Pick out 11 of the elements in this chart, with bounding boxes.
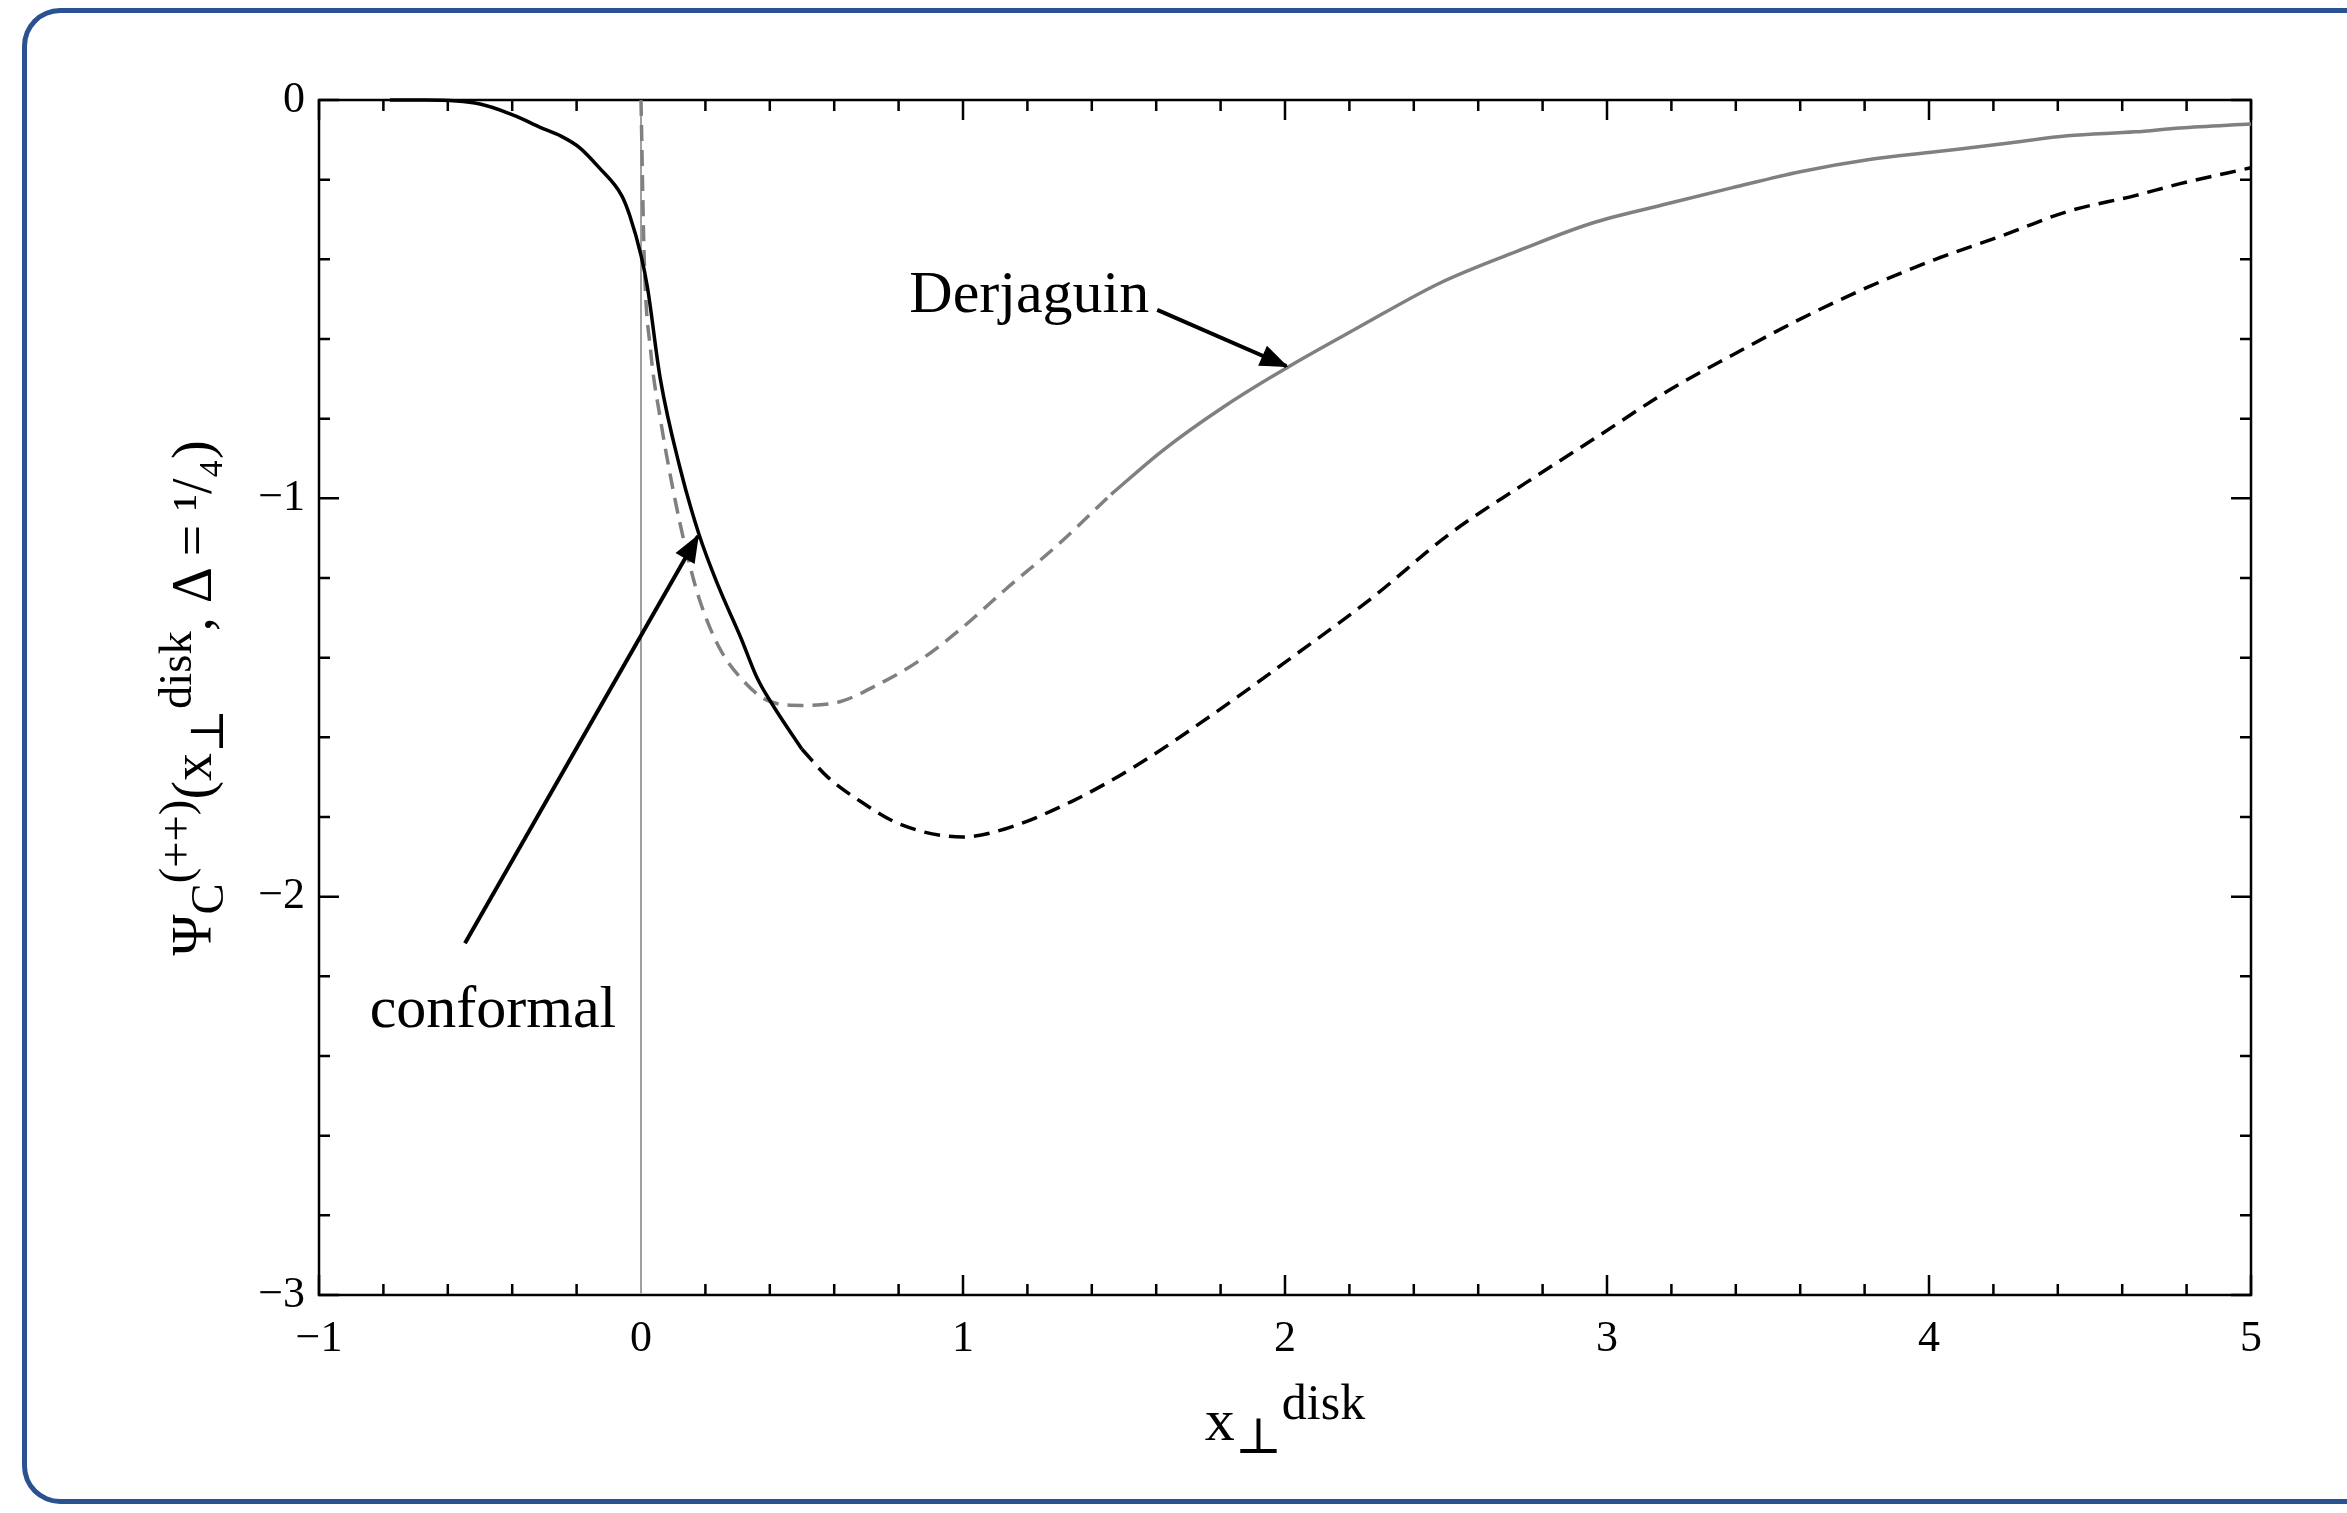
x-tick-label: 3 [1596, 1311, 1618, 1361]
annotation: Derjaguin [909, 258, 1150, 325]
x-tick-label: 4 [1918, 1311, 1940, 1361]
y-tick-label: −2 [258, 869, 305, 919]
x-tick-label: 5 [2240, 1311, 2262, 1361]
x-tick-label: 1 [952, 1311, 974, 1361]
y-tick-label: 0 [283, 72, 305, 122]
annotation: conformal [369, 973, 617, 1040]
x-tick-label: 0 [630, 1311, 652, 1361]
x-tick-label: 2 [1274, 1311, 1296, 1361]
y-tick-label: −1 [258, 470, 305, 520]
